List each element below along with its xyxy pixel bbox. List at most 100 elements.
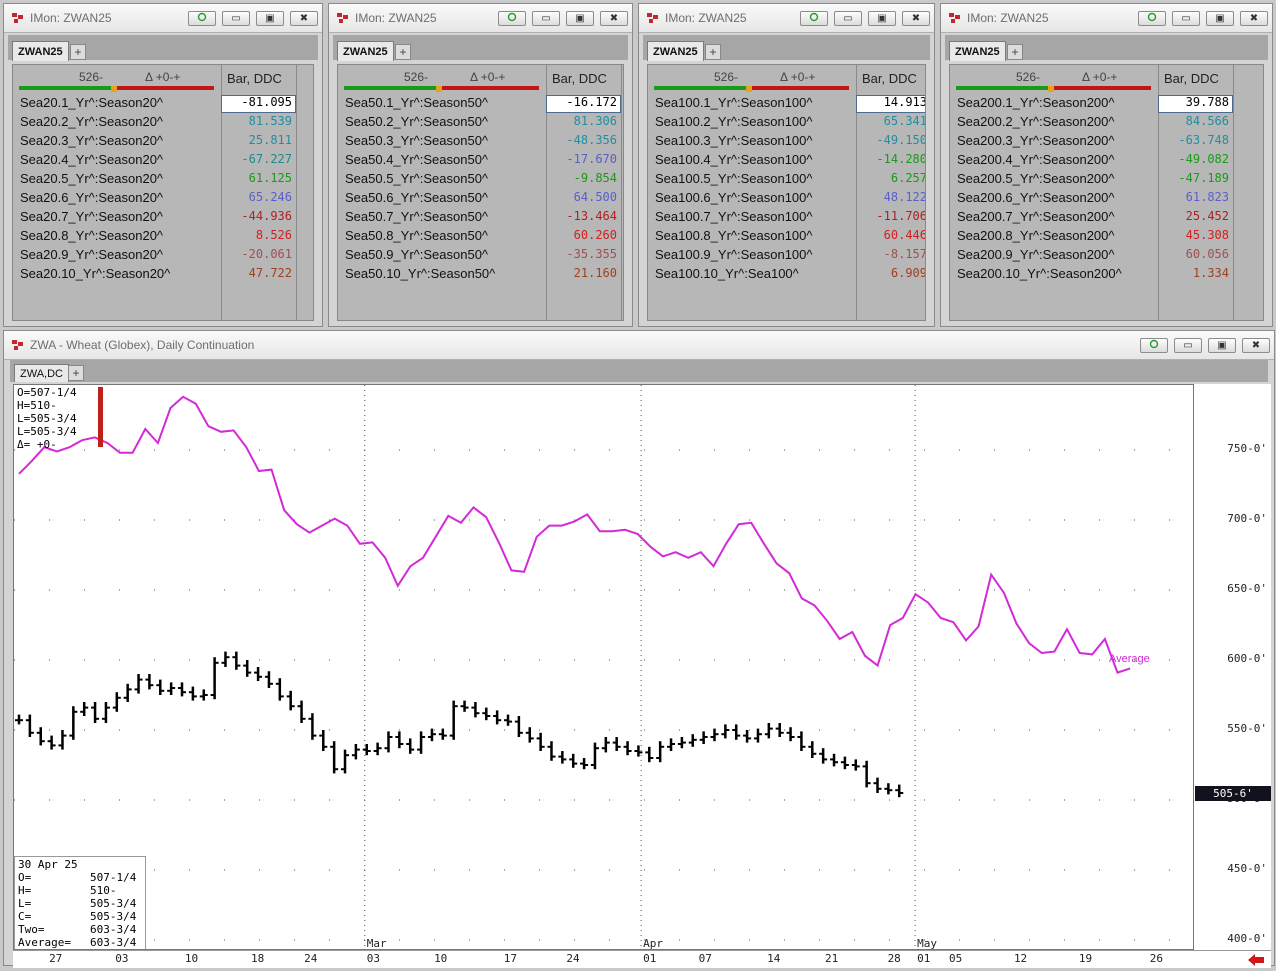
monitor-tabbar: ZWAN25 +	[945, 35, 1268, 61]
chart-titlebar[interactable]: ZWA - Wheat (Globex), Daily Continuation…	[4, 331, 1274, 360]
table-row[interactable]: Sea20.3_Yr^:Season20^ 25.811	[13, 132, 313, 151]
minimize-button[interactable]: ▭	[1172, 11, 1200, 26]
table-row[interactable]: Sea50.6_Yr^:Season50^ 64.500	[338, 189, 623, 208]
table-row[interactable]: Sea100.5_Yr^:Season100^ 6.257	[648, 170, 925, 189]
study-header[interactable]: Bar, DDC	[227, 71, 282, 86]
table-row[interactable]: Sea200.9_Yr^:Season200^ 60.056	[950, 246, 1263, 265]
table-row[interactable]: Sea20.7_Yr^:Season20^ -44.936	[13, 208, 313, 227]
table-row[interactable]: Sea100.6_Yr^:Season100^ 48.122	[648, 189, 925, 208]
minimize-button[interactable]: ▭	[834, 11, 862, 26]
study-header[interactable]: Bar, DDC	[862, 71, 917, 86]
table-row[interactable]: Sea50.9_Yr^:Season50^ -35.355	[338, 246, 623, 265]
chart-window[interactable]: ZWA - Wheat (Globex), Daily Continuation…	[3, 330, 1275, 968]
time-axis[interactable]: 27 03 10 18 24 03 10 17 24 01 07 14 21 28 01 05 12 19 26	[13, 950, 1271, 968]
table-row[interactable]: Sea200.1_Yr^:Season200^ 39.788	[950, 94, 1263, 113]
monitor-window-3[interactable]: IMon: ZWAN25 ▭ ▣ ✖ ZWAN25 +526- Δ +0-+ Bar, DDC…	[638, 3, 935, 327]
maximize-button[interactable]: ▣	[868, 11, 896, 26]
link-icon[interactable]	[498, 11, 526, 26]
link-icon[interactable]	[1138, 11, 1166, 26]
table-row[interactable]: Sea20.10_Yr^:Season20^ 47.722	[13, 265, 313, 284]
table-row[interactable]: Sea200.8_Yr^:Season200^ 45.308	[950, 227, 1263, 246]
add-tab-button[interactable]: +	[68, 365, 84, 381]
table-row[interactable]: Sea100.9_Yr^:Season100^ -8.157	[648, 246, 925, 265]
table-row[interactable]: Sea100.4_Yr^:Season100^ -14.280	[648, 151, 925, 170]
table-row[interactable]: Sea200.10_Yr^:Season200^ 1.334	[950, 265, 1263, 284]
table-row[interactable]: Sea20.2_Yr^:Season20^ 81.539	[13, 113, 313, 132]
monitor-grid[interactable]: 526- Δ +0-+ Bar, DDC Sea100.1_Yr^:Season100…	[647, 64, 926, 321]
table-row[interactable]: Sea20.5_Yr^:Season20^ 61.125	[13, 170, 313, 189]
chart-svg[interactable]	[14, 385, 1194, 950]
table-row[interactable]: Sea20.9_Yr^:Season20^ -20.061	[13, 246, 313, 265]
add-tab-button[interactable]: +	[705, 44, 721, 60]
link-icon[interactable]	[1140, 338, 1168, 353]
tab-symbol[interactable]: ZWAN25	[337, 41, 394, 61]
table-row[interactable]: Sea200.4_Yr^:Season200^ -49.082	[950, 151, 1263, 170]
minimize-button[interactable]: ▭	[222, 11, 250, 26]
table-row[interactable]: Sea100.3_Yr^:Season100^ -49.150	[648, 132, 925, 151]
table-row[interactable]: Sea50.7_Yr^:Season50^ -13.464	[338, 208, 623, 227]
table-row[interactable]: Sea100.1_Yr^:Season100^ 14.913	[648, 94, 925, 113]
tab-symbol[interactable]: ZWAN25	[949, 41, 1006, 61]
study-header[interactable]: Bar, DDC	[1164, 71, 1219, 86]
link-icon[interactable]	[800, 11, 828, 26]
tab-symbol[interactable]: ZWAN25	[647, 41, 704, 61]
monitor-titlebar[interactable]: IMon: ZWAN25 ▭ ▣ ✖	[941, 4, 1272, 33]
quote-header[interactable]: 526- Δ +0-+	[19, 68, 214, 92]
table-row[interactable]: Sea200.6_Yr^:Season200^ 61.823	[950, 189, 1263, 208]
minimize-button[interactable]: ▭	[532, 11, 560, 26]
table-row[interactable]: Sea50.8_Yr^:Season50^ 60.260	[338, 227, 623, 246]
maximize-button[interactable]: ▣	[1208, 338, 1236, 353]
chart-plot-area[interactable]: O=507-1/4 H=510- L=505-3/4 L=505-3/4 Δ= +0- …	[13, 384, 1194, 950]
table-row[interactable]: Sea200.3_Yr^:Season200^ -63.748	[950, 132, 1263, 151]
price-axis[interactable]: 750-0'700-0'650-0'600-0'550-0'500-0'450-…	[1194, 384, 1271, 950]
add-tab-button[interactable]: +	[70, 44, 86, 60]
table-row[interactable]: Sea200.5_Yr^:Season200^ -47.189	[950, 170, 1263, 189]
close-button[interactable]: ✖	[1242, 338, 1270, 353]
row-symbol: Sea200.1_Yr^:Season200^	[957, 95, 1115, 110]
table-row[interactable]: Sea50.1_Yr^:Season50^ -16.172	[338, 94, 623, 113]
close-button[interactable]: ✖	[290, 11, 318, 26]
table-row[interactable]: Sea50.10_Yr^:Season50^ 21.160	[338, 265, 623, 284]
table-row[interactable]: Sea20.4_Yr^:Season20^ -67.227	[13, 151, 313, 170]
table-row[interactable]: Sea50.3_Yr^:Season50^ -48.356	[338, 132, 623, 151]
table-row[interactable]: Sea50.2_Yr^:Season50^ 81.306	[338, 113, 623, 132]
close-button[interactable]: ✖	[902, 11, 930, 26]
monitor-titlebar[interactable]: IMon: ZWAN25 ▭ ▣ ✖	[329, 4, 632, 33]
quote-header[interactable]: 526- Δ +0-+	[654, 68, 849, 92]
table-row[interactable]: Sea50.5_Yr^:Season50^ -9.854	[338, 170, 623, 189]
monitor-grid[interactable]: 526- Δ +0-+ Bar, DDC Sea200.1_Yr^:Season200…	[949, 64, 1264, 321]
monitor-grid[interactable]: 526- Δ +0-+ Bar, DDC Sea20.1_Yr^:Season20^ -…	[12, 64, 314, 321]
close-button[interactable]: ✖	[600, 11, 628, 26]
table-row[interactable]: Sea20.8_Yr^:Season20^ 8.526	[13, 227, 313, 246]
monitor-titlebar[interactable]: IMon: ZWAN25 ▭ ▣ ✖	[639, 4, 934, 33]
table-row[interactable]: Sea100.2_Yr^:Season100^ 65.341	[648, 113, 925, 132]
maximize-button[interactable]: ▣	[566, 11, 594, 26]
table-row[interactable]: Sea100.8_Yr^:Season100^ 60.446	[648, 227, 925, 246]
minimize-button[interactable]: ▭	[1174, 338, 1202, 353]
scroll-right-arrow-icon[interactable]	[1248, 953, 1264, 966]
tab-symbol[interactable]: ZWAN25	[12, 41, 69, 61]
monitor-titlebar[interactable]: IMon: ZWAN25 ▭ ▣ ✖	[4, 4, 322, 33]
table-row[interactable]: Sea100.10_Yr^:Sea100^ 6.909	[648, 265, 925, 284]
table-row[interactable]: Sea200.2_Yr^:Season200^ 84.566	[950, 113, 1263, 132]
table-row[interactable]: Sea20.6_Yr^:Season20^ 65.246	[13, 189, 313, 208]
monitor-grid[interactable]: 526- Δ +0-+ Bar, DDC Sea50.1_Yr^:Season50^ -…	[337, 64, 624, 321]
close-button[interactable]: ✖	[1240, 11, 1268, 26]
link-icon[interactable]	[188, 11, 216, 26]
monitor-window-4[interactable]: IMon: ZWAN25 ▭ ▣ ✖ ZWAN25 +526- Δ +0-+ Bar, DDC…	[940, 3, 1273, 327]
quote-header[interactable]: 526- Δ +0-+	[956, 68, 1151, 92]
tab-zwa-dc[interactable]: ZWA,DC	[14, 364, 69, 382]
study-header[interactable]: Bar, DDC	[552, 71, 607, 86]
quote-header[interactable]: 526- Δ +0-+	[344, 68, 539, 92]
maximize-button[interactable]: ▣	[256, 11, 284, 26]
table-row[interactable]: Sea200.7_Yr^:Season200^ 25.452	[950, 208, 1263, 227]
monitor-window-1[interactable]: IMon: ZWAN25 ▭ ▣ ✖ ZWAN25 +526- Δ +0-+ Bar, DDC…	[3, 3, 323, 327]
table-row[interactable]: Sea50.4_Yr^:Season50^ -17.670	[338, 151, 623, 170]
table-row[interactable]: Sea100.7_Yr^:Season100^ -11.706	[648, 208, 925, 227]
add-tab-button[interactable]: +	[1007, 44, 1023, 60]
monitor-window-2[interactable]: IMon: ZWAN25 ▭ ▣ ✖ ZWAN25 +526- Δ +0-+ Bar, DDC…	[328, 3, 633, 327]
cursor-marker[interactable]	[98, 387, 103, 447]
table-row[interactable]: Sea20.1_Yr^:Season20^ -81.095	[13, 94, 313, 113]
add-tab-button[interactable]: +	[395, 44, 411, 60]
maximize-button[interactable]: ▣	[1206, 11, 1234, 26]
